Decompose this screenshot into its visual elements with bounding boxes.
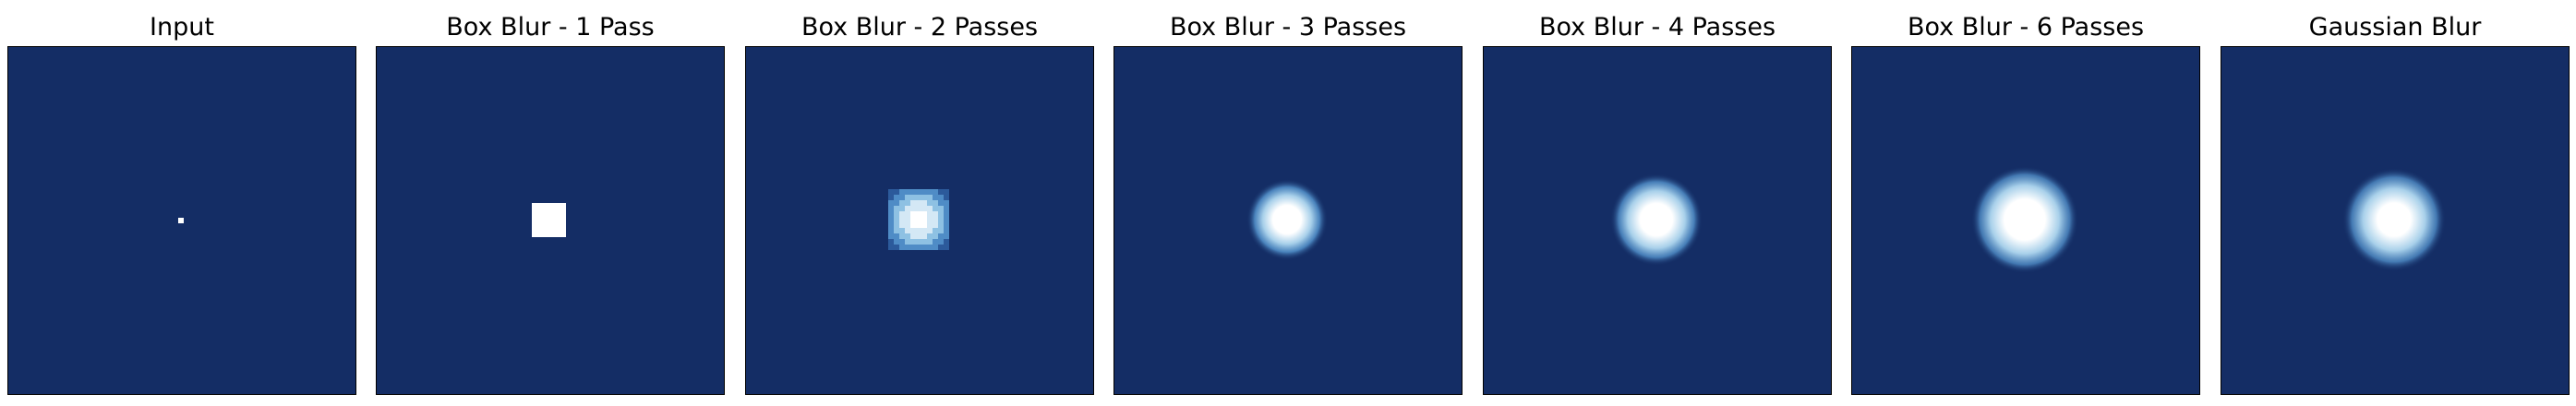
box-blur-3-plot: [1114, 47, 1462, 394]
panel-box-blur-6-passes: Box Blur - 6 Passes: [1851, 0, 2200, 406]
box-blur-2-image: [745, 46, 1094, 395]
panel-box-blur-3-passes: Box Blur - 3 Passes: [1113, 0, 1463, 406]
input-impulse-plot: [8, 47, 355, 394]
panel-title: Gaussian Blur: [2308, 13, 2482, 42]
box-blur-3-image: [1113, 46, 1463, 395]
panel-box-blur-4-passes: Box Blur - 4 Passes: [1483, 0, 1832, 406]
input-image: [7, 46, 356, 395]
box-blur-2-plot: [746, 47, 1093, 394]
blur-square: [532, 203, 566, 237]
box-blur-4-plot: [1484, 47, 1831, 394]
panel-title: Box Blur - 4 Passes: [1538, 13, 1776, 42]
blur-blob: [2342, 168, 2446, 271]
panel-title: Box Blur - 2 Passes: [800, 13, 1039, 42]
panel-box-blur-2-passes: Box Blur - 2 Passes: [745, 0, 1094, 406]
panel-input: Input: [7, 0, 356, 406]
box-blur-6-image: [1851, 46, 2200, 395]
box-blur-1-image: [376, 46, 725, 395]
gaussian-blur-image: [2221, 46, 2570, 395]
panel-title: Box Blur - 6 Passes: [1907, 13, 2145, 42]
box-blur-6-plot: [1852, 47, 2199, 394]
panel-title: Input: [150, 13, 214, 42]
panel-box-blur-1-pass: Box Blur - 1 Pass: [376, 0, 725, 406]
impulse-pixel: [178, 218, 184, 223]
blur-blob: [1971, 166, 2078, 273]
pixel-blob: [888, 189, 949, 250]
panel-gaussian-blur: Gaussian Blur: [2221, 0, 2570, 406]
panel-title: Box Blur - 3 Passes: [1169, 13, 1407, 42]
panel-title: Box Blur - 1 Pass: [446, 13, 655, 42]
blur-blob: [1246, 179, 1328, 260]
gaussian-blur-plot: [2221, 47, 2569, 394]
box-blur-1-plot: [377, 47, 724, 394]
blur-blob: [1610, 173, 1703, 266]
box-blur-4-image: [1483, 46, 1832, 395]
